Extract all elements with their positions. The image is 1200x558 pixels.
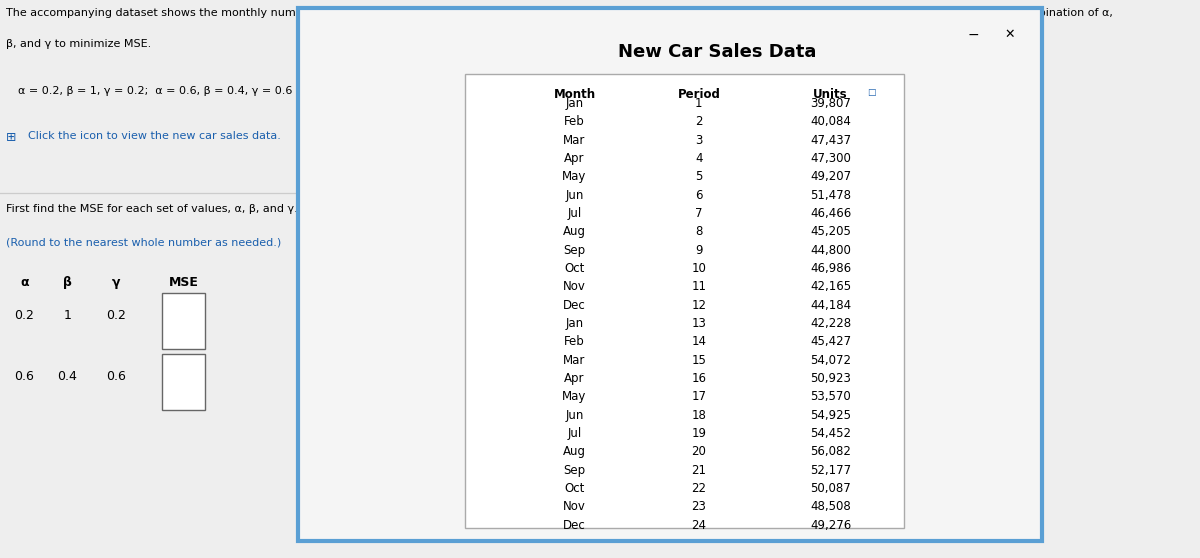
- Text: 40,084: 40,084: [810, 116, 851, 128]
- Text: 6: 6: [695, 189, 703, 201]
- Text: Units: Units: [814, 88, 848, 100]
- Text: □: □: [866, 88, 875, 97]
- Text: Apr: Apr: [564, 152, 584, 165]
- Text: 3: 3: [695, 133, 702, 147]
- Text: 49,207: 49,207: [810, 170, 851, 184]
- Text: Month: Month: [553, 88, 595, 100]
- Text: First find the MSE for each set of values, α, β, and γ.: First find the MSE for each set of value…: [6, 204, 298, 214]
- Text: 15: 15: [691, 354, 707, 367]
- Text: Jul: Jul: [568, 427, 582, 440]
- FancyBboxPatch shape: [464, 74, 904, 528]
- Text: 21: 21: [691, 464, 707, 477]
- Text: 54,925: 54,925: [810, 409, 851, 422]
- Text: 0.6: 0.6: [14, 370, 35, 383]
- Text: May: May: [563, 170, 587, 184]
- Text: Nov: Nov: [563, 280, 586, 294]
- Text: β, and γ to minimize MSE.: β, and γ to minimize MSE.: [6, 39, 151, 49]
- Text: 12: 12: [691, 299, 707, 312]
- Text: 20: 20: [691, 445, 707, 459]
- Text: 44,800: 44,800: [810, 244, 851, 257]
- Text: 54,072: 54,072: [810, 354, 851, 367]
- Text: 46,986: 46,986: [810, 262, 851, 275]
- Text: ⊞: ⊞: [6, 131, 17, 144]
- Text: Feb: Feb: [564, 116, 584, 128]
- Text: 14: 14: [691, 335, 707, 348]
- Text: 50,087: 50,087: [810, 482, 851, 495]
- Text: 45,205: 45,205: [810, 225, 851, 238]
- Text: 52,177: 52,177: [810, 464, 851, 477]
- Text: May: May: [563, 391, 587, 403]
- Text: 16: 16: [691, 372, 707, 385]
- Text: 42,228: 42,228: [810, 317, 851, 330]
- Text: Aug: Aug: [563, 445, 586, 459]
- Text: Sep: Sep: [563, 244, 586, 257]
- Text: 5: 5: [695, 170, 702, 184]
- Text: 19: 19: [691, 427, 707, 440]
- Text: 46,466: 46,466: [810, 207, 851, 220]
- Text: 47,437: 47,437: [810, 133, 851, 147]
- Text: Click the icon to view the new car sales data.: Click the icon to view the new car sales…: [28, 131, 281, 141]
- Text: 0.6: 0.6: [107, 370, 126, 383]
- Text: Oct: Oct: [564, 262, 584, 275]
- Text: 9: 9: [695, 244, 703, 257]
- Text: 4: 4: [695, 152, 703, 165]
- FancyBboxPatch shape: [162, 293, 205, 349]
- Text: 0.2: 0.2: [14, 309, 35, 322]
- FancyBboxPatch shape: [162, 354, 205, 410]
- Text: Mar: Mar: [563, 133, 586, 147]
- Text: Dec: Dec: [563, 519, 586, 532]
- Text: MSE: MSE: [169, 276, 198, 289]
- Text: 2: 2: [695, 116, 703, 128]
- Text: 18: 18: [691, 409, 707, 422]
- Text: Jun: Jun: [565, 189, 583, 201]
- Text: 45,427: 45,427: [810, 335, 851, 348]
- Text: The accompanying dataset shows the monthly number of new car sales in the last t: The accompanying dataset shows the month…: [6, 8, 1112, 18]
- Text: 11: 11: [691, 280, 707, 294]
- Text: γ: γ: [112, 276, 120, 289]
- Text: 54,452: 54,452: [810, 427, 851, 440]
- Text: 44,184: 44,184: [810, 299, 851, 312]
- Text: Jan: Jan: [565, 317, 583, 330]
- Text: 42,165: 42,165: [810, 280, 851, 294]
- Text: Jul: Jul: [568, 207, 582, 220]
- Text: Dec: Dec: [563, 299, 586, 312]
- Text: 39,807: 39,807: [810, 97, 851, 110]
- Text: Jun: Jun: [565, 409, 583, 422]
- Text: 8: 8: [695, 225, 702, 238]
- Text: 22: 22: [691, 482, 707, 495]
- Text: 10: 10: [691, 262, 707, 275]
- Text: 1: 1: [695, 97, 703, 110]
- Text: α = 0.2, β = 1, γ = 0.2;  α = 0.6, β = 0.4, γ = 0.6: α = 0.2, β = 1, γ = 0.2; α = 0.6, β = 0.…: [18, 86, 293, 97]
- Text: 23: 23: [691, 501, 707, 513]
- Text: Sep: Sep: [563, 464, 586, 477]
- Text: 0.4: 0.4: [58, 370, 77, 383]
- Text: Period: Period: [678, 88, 720, 100]
- Text: 47,300: 47,300: [810, 152, 851, 165]
- Text: Jan: Jan: [565, 97, 583, 110]
- Text: β: β: [62, 276, 72, 289]
- Text: Mar: Mar: [563, 354, 586, 367]
- Text: Apr: Apr: [564, 372, 584, 385]
- Text: 7: 7: [695, 207, 703, 220]
- Text: New Car Sales Data: New Car Sales Data: [618, 43, 817, 61]
- Text: α: α: [20, 276, 29, 289]
- Text: 56,082: 56,082: [810, 445, 851, 459]
- Text: −: −: [967, 28, 979, 42]
- Text: ✕: ✕: [1004, 28, 1015, 41]
- Text: 13: 13: [691, 317, 707, 330]
- Text: Feb: Feb: [564, 335, 584, 348]
- Text: 17: 17: [691, 391, 707, 403]
- Text: (Round to the nearest whole number as needed.): (Round to the nearest whole number as ne…: [6, 237, 281, 247]
- Text: 50,923: 50,923: [810, 372, 851, 385]
- Text: 53,570: 53,570: [810, 391, 851, 403]
- Text: 1: 1: [64, 309, 71, 322]
- Text: Nov: Nov: [563, 501, 586, 513]
- Text: Aug: Aug: [563, 225, 586, 238]
- Text: 49,276: 49,276: [810, 519, 851, 532]
- Text: 51,478: 51,478: [810, 189, 851, 201]
- Text: 0.2: 0.2: [107, 309, 126, 322]
- Text: Oct: Oct: [564, 482, 584, 495]
- Text: 48,508: 48,508: [810, 501, 851, 513]
- Text: 24: 24: [691, 519, 707, 532]
